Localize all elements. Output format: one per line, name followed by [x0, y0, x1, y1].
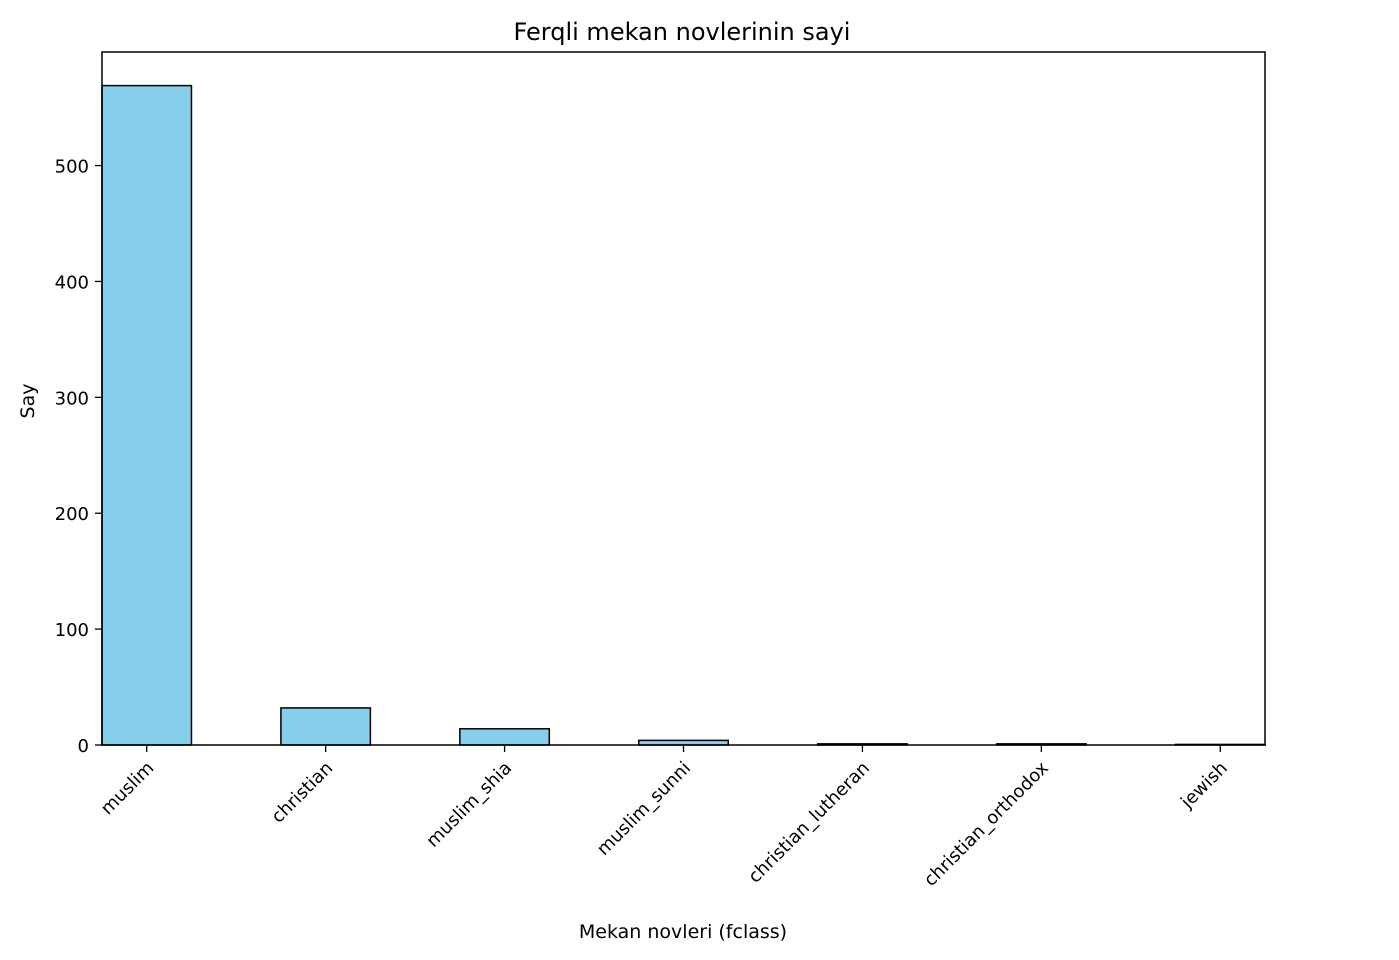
- x-tick-label-christian-lutheran: christian_lutheran: [744, 758, 874, 888]
- bar-muslim-shia: [459, 728, 551, 746]
- x-axis-label: Mekan novleri (fclass): [579, 921, 787, 943]
- x-tick-label-muslim-sunni: muslim_sunni: [593, 758, 695, 860]
- x-axis: muslim christian muslim_shia muslim_sunni ch…: [97, 745, 1232, 891]
- x-tick-label-muslim: muslim: [97, 758, 158, 819]
- y-axis-label: Say: [17, 384, 39, 419]
- bar-muslim: [101, 84, 193, 746]
- y-tick-label: 400: [55, 272, 89, 293]
- y-axis: 0 100 200 300 400 500: [55, 157, 102, 757]
- y-tick-label: 100: [55, 620, 89, 641]
- x-tick-label-muslim-shia: muslim_shia: [422, 758, 516, 852]
- y-tick-label: 0: [78, 736, 89, 757]
- bars-group: [101, 84, 1266, 746]
- x-tick-label-jewish: jewish: [1176, 758, 1232, 814]
- chart-title: Ferqli mekan novlerinin sayi: [514, 18, 851, 46]
- bar-christian: [280, 707, 372, 746]
- plot-frame: [101, 51, 1266, 746]
- y-tick-label: 200: [55, 504, 89, 525]
- y-tick-label: 300: [55, 388, 89, 409]
- y-tick-label: 500: [55, 157, 89, 178]
- x-tick-label-christian: christian: [267, 758, 337, 828]
- x-tick-label-christian-orthodox: christian_orthodox: [920, 757, 1053, 890]
